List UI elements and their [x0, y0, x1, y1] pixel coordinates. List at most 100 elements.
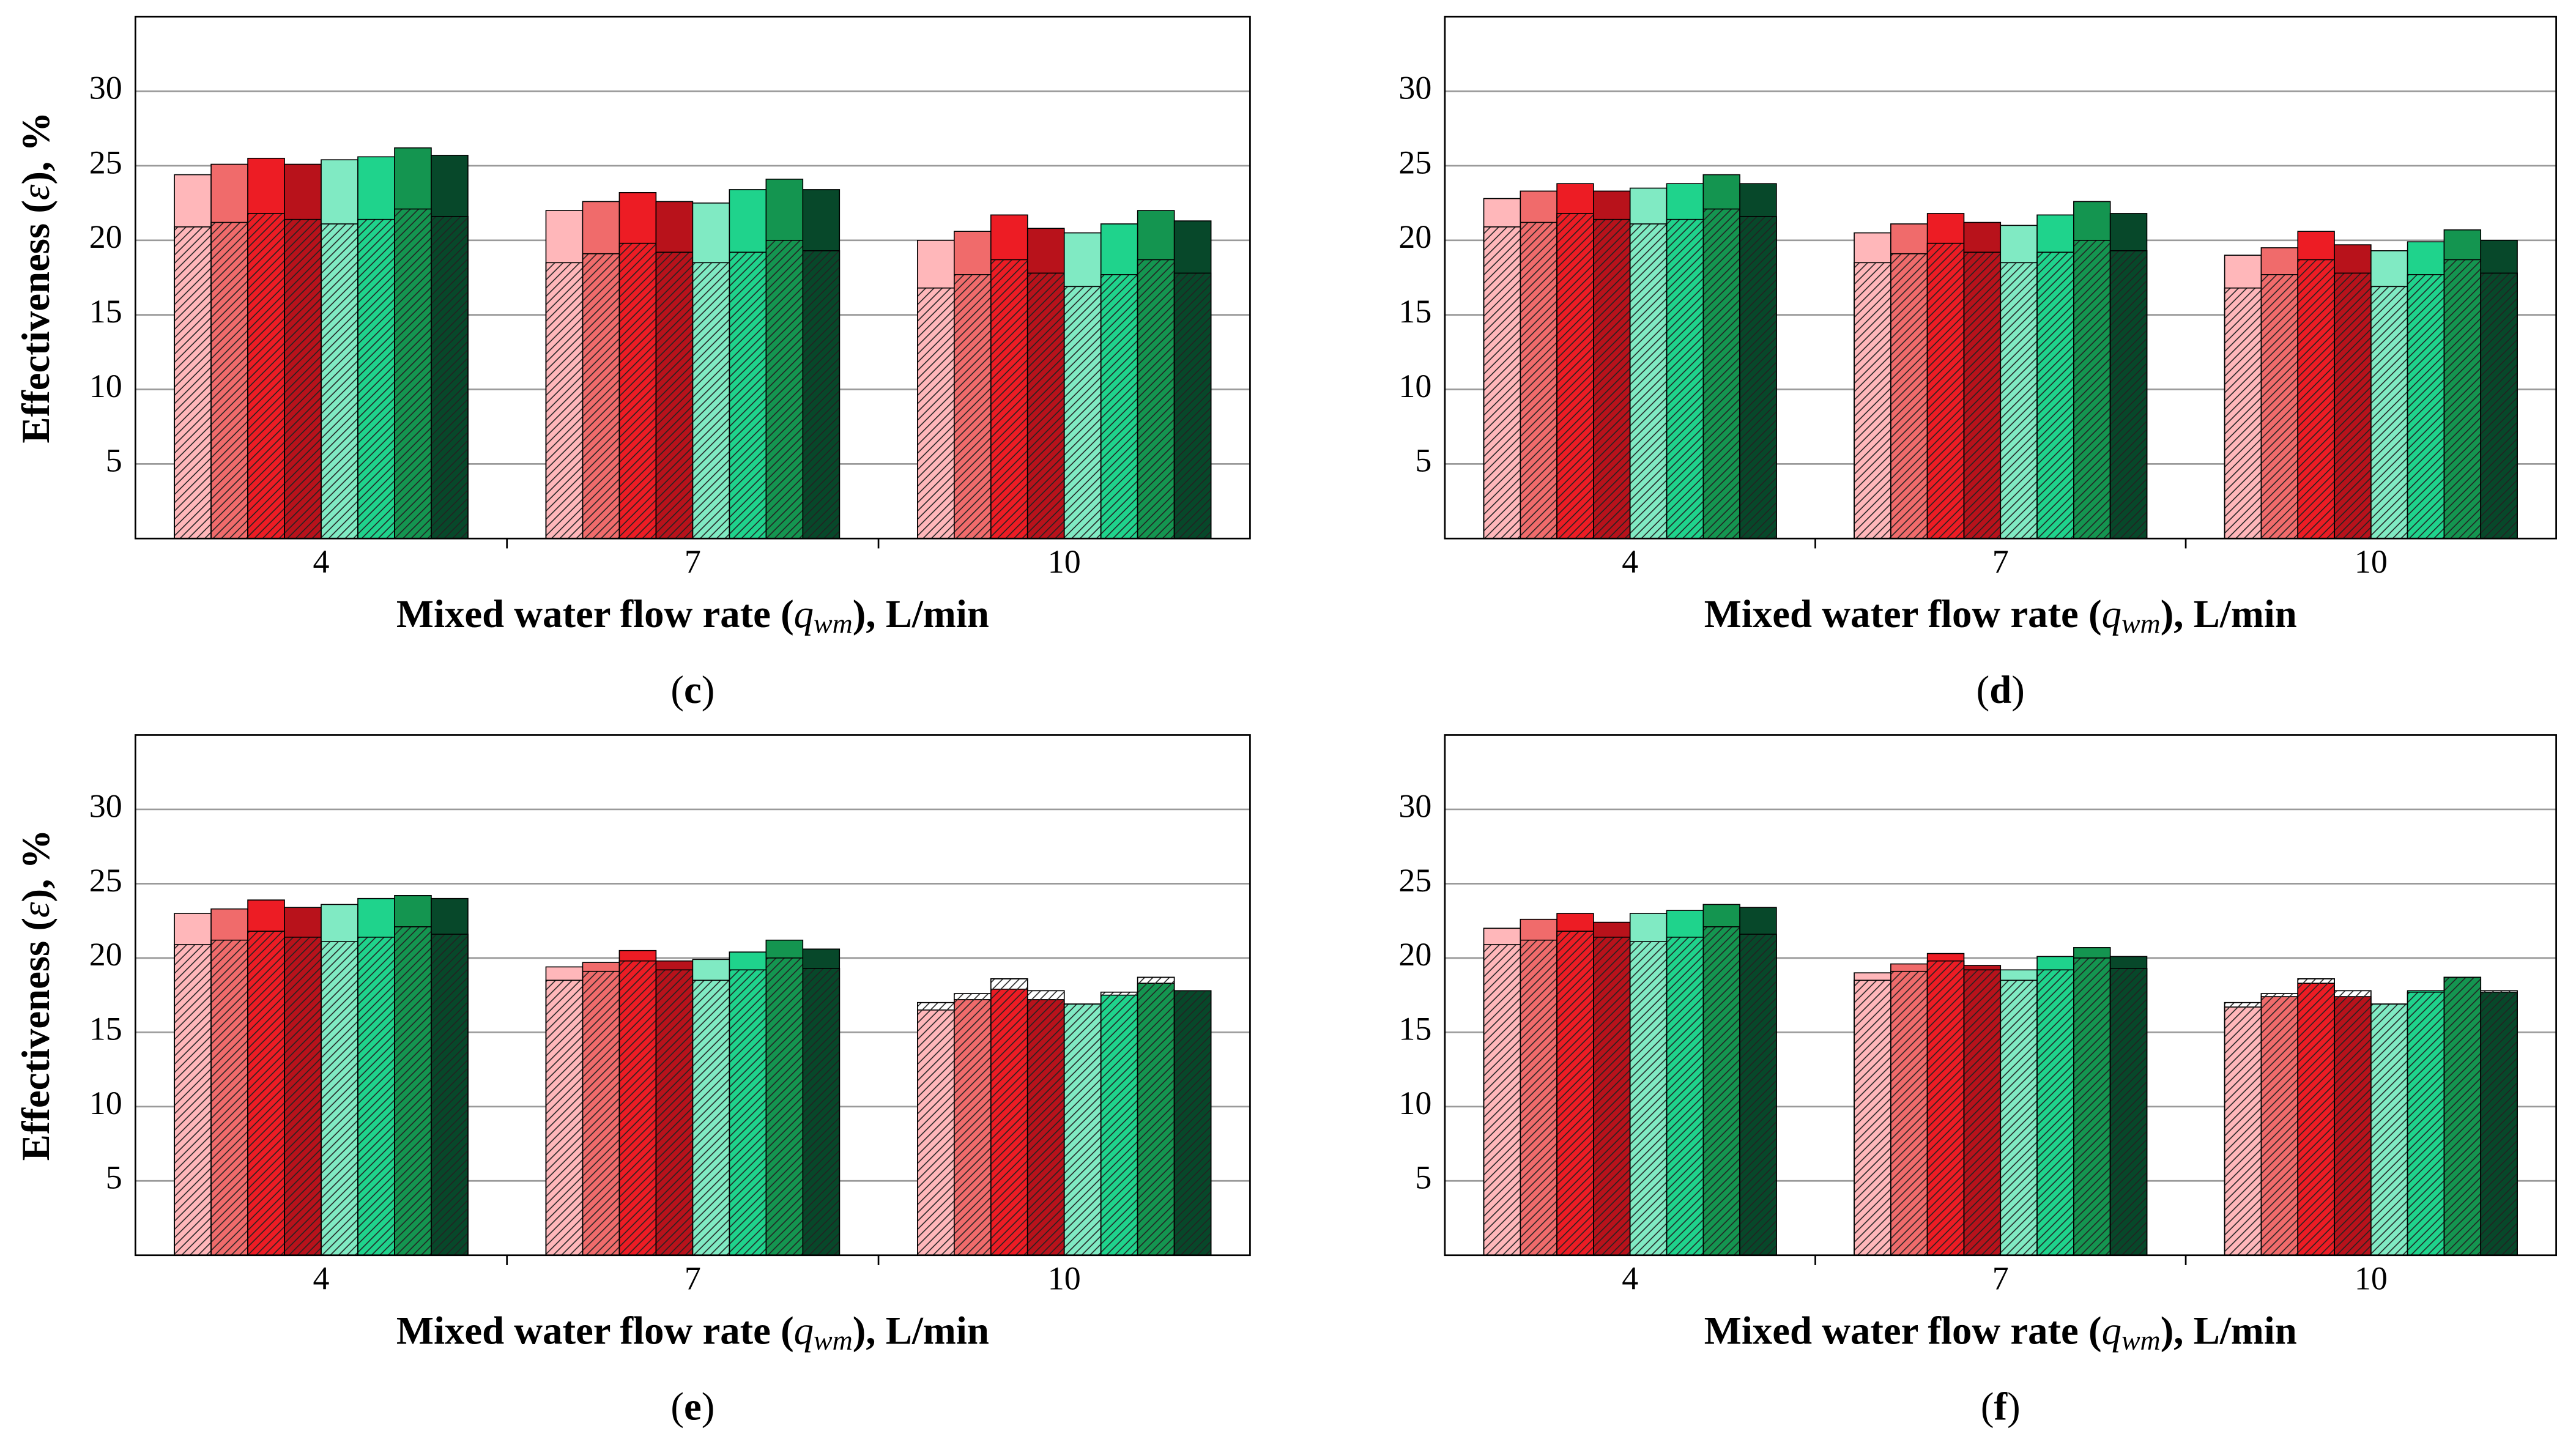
- hatched-bar: [2334, 272, 2372, 540]
- hatched-bar: [545, 979, 584, 1256]
- caption-paren: ): [702, 668, 715, 712]
- hatched-bar: [394, 926, 432, 1256]
- x-axis-label: Mixed water flow rate (qwm), L/min: [1704, 1309, 2297, 1355]
- panel-caption: (e): [670, 1384, 715, 1429]
- hatched-bar: [321, 223, 358, 540]
- hatched-bar: [1173, 272, 1212, 540]
- y-tick-label: 30: [1398, 69, 1431, 106]
- hatched-bar: [2224, 287, 2262, 540]
- hatched-bar: [1666, 218, 1704, 540]
- hatched-bar: [210, 221, 248, 540]
- hatched-bar: [1137, 976, 1175, 1256]
- y-tick-label: 15: [89, 293, 122, 330]
- hatched-bar: [917, 1002, 955, 1256]
- y-tick-label: 10: [89, 1085, 122, 1121]
- panel-caption: (c): [670, 668, 715, 712]
- hatched-bar: [2443, 976, 2482, 1256]
- hatched-bar: [1890, 970, 1928, 1256]
- x-axis-label-text: Mixed water flow rate (: [396, 1309, 794, 1353]
- caption-paren: ): [2011, 668, 2025, 712]
- hatched-bar: [394, 208, 432, 540]
- x-axis-label-text: Mixed water flow rate (: [396, 592, 794, 636]
- hatched-bar: [2370, 1003, 2408, 1256]
- hatched-bar: [2370, 286, 2408, 540]
- hatched-bar: [2036, 251, 2074, 540]
- hatched-bar: [1963, 251, 2002, 540]
- hatched-bar: [210, 939, 248, 1256]
- hatched-bar: [990, 978, 1028, 1256]
- hatched-bar: [1702, 208, 1740, 540]
- x-axis-label-text: Mixed water flow rate (: [1704, 1309, 2102, 1353]
- x-axis-label-variable: q: [794, 1309, 814, 1353]
- caption-letter: e: [684, 1384, 702, 1429]
- y-tick-label: 20: [89, 218, 122, 255]
- hatched-bar: [2334, 990, 2372, 1256]
- hatched-bar: [765, 239, 804, 540]
- y-tick-label: 20: [1398, 936, 1431, 973]
- y-tick-label: 5: [1415, 1159, 1431, 1196]
- hatched-bar: [1063, 1003, 1102, 1256]
- hatched-bar: [582, 970, 620, 1256]
- hatched-bar: [247, 931, 285, 1256]
- hatched-bar: [2297, 978, 2335, 1256]
- hatched-bar: [2260, 993, 2299, 1256]
- x-axis-label-variable: q: [2102, 592, 2121, 636]
- x-tick-label: 4: [313, 1260, 330, 1296]
- hatched-bar: [2000, 262, 2038, 540]
- hatched-bar: [953, 993, 992, 1256]
- hatched-bar: [1100, 991, 1138, 1256]
- x-axis-label-subscript: wm: [2121, 1324, 2161, 1355]
- hatched-bar: [321, 941, 358, 1256]
- hatched-bar: [1666, 937, 1704, 1256]
- hatched-bar: [2480, 272, 2518, 540]
- y-axis-label-variable: ε: [14, 184, 58, 200]
- hatched-bar: [2407, 274, 2445, 540]
- hatched-bar: [1173, 990, 1212, 1256]
- x-axis-label-subscript: wm: [814, 608, 853, 639]
- y-tick-label: 15: [1398, 293, 1431, 330]
- x-axis-label-variable: q: [794, 592, 814, 636]
- caption-paren: (: [670, 668, 684, 712]
- hatched-bar: [917, 287, 955, 540]
- hatched-bar: [1483, 944, 1521, 1256]
- hatched-bar: [1556, 213, 1594, 540]
- y-tick-label: 30: [89, 787, 122, 824]
- hatched-bar: [729, 969, 767, 1256]
- x-tick-label: 4: [1622, 543, 1638, 580]
- x-tick-label: 7: [1992, 1260, 2009, 1296]
- x-tick-label: 10: [2355, 1260, 2388, 1296]
- y-axis-label: Effectiveness (ε), %: [14, 112, 58, 444]
- caption-paren: ): [702, 1384, 715, 1429]
- hatched-bar: [2260, 274, 2299, 540]
- y-tick-label: 25: [1398, 144, 1431, 180]
- hatched-bar: [174, 226, 212, 540]
- hatched-bar: [1137, 259, 1175, 540]
- y-axis-label-text: Effectiveness (: [14, 200, 58, 443]
- hatched-bar: [1026, 272, 1065, 540]
- x-axis-label-text: ), L/min: [2161, 1309, 2297, 1353]
- caption-paren: ): [2007, 1384, 2021, 1429]
- y-tick-label: 10: [1398, 368, 1431, 404]
- plot-border: [134, 15, 1251, 540]
- y-tick-label: 25: [89, 144, 122, 180]
- y-tick-label: 15: [89, 1011, 122, 1047]
- hatched-bar: [431, 934, 469, 1256]
- x-axis-label: Mixed water flow rate (qwm), L/min: [396, 1309, 989, 1355]
- panel-caption: (d): [1977, 668, 2025, 712]
- x-axis-label-text: ), L/min: [2161, 592, 2297, 636]
- hatched-bar: [2480, 990, 2518, 1256]
- hatched-bar: [357, 937, 395, 1256]
- hatched-bar: [692, 979, 730, 1256]
- hatched-bar: [729, 251, 767, 540]
- y-tick-label: 5: [1415, 442, 1431, 479]
- x-tick-label: 7: [685, 1260, 701, 1296]
- y-tick-label: 10: [1398, 1085, 1431, 1121]
- hatched-bar: [284, 218, 322, 540]
- plot-border: [1444, 734, 2557, 1257]
- hatched-bar: [1063, 286, 1102, 540]
- hatched-bar: [1520, 939, 1557, 1256]
- x-axis-label-text: ), L/min: [853, 592, 989, 636]
- plot-border: [134, 734, 1251, 1257]
- hatched-bar: [1926, 960, 1965, 1256]
- y-axis-label-text: ), %: [14, 112, 58, 185]
